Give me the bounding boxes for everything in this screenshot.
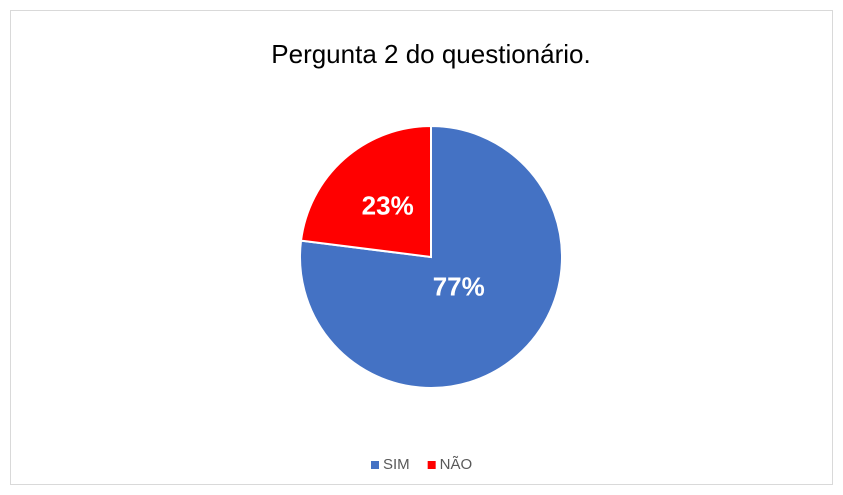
chart-title: Pergunta 2 do questionário. xyxy=(271,39,590,69)
data-label: 23% xyxy=(362,191,414,221)
legend-swatch xyxy=(371,461,379,469)
legend-swatch xyxy=(427,461,436,469)
pie-slice xyxy=(299,124,432,259)
legend-label: NÃO xyxy=(440,456,473,473)
legend-label: SIM xyxy=(383,456,410,473)
data-label: 77% xyxy=(433,271,485,301)
